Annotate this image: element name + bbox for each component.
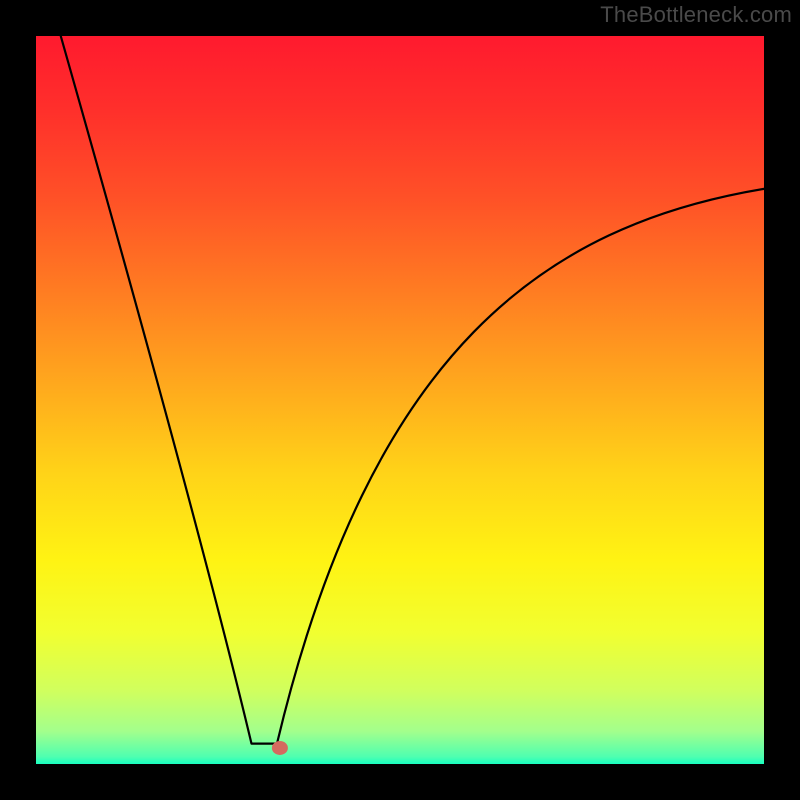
watermark-text: TheBottleneck.com (600, 2, 792, 28)
optimum-marker (272, 741, 288, 755)
plot-background (36, 36, 764, 764)
chart-frame: TheBottleneck.com (0, 0, 800, 800)
bottleneck-chart (0, 0, 800, 800)
